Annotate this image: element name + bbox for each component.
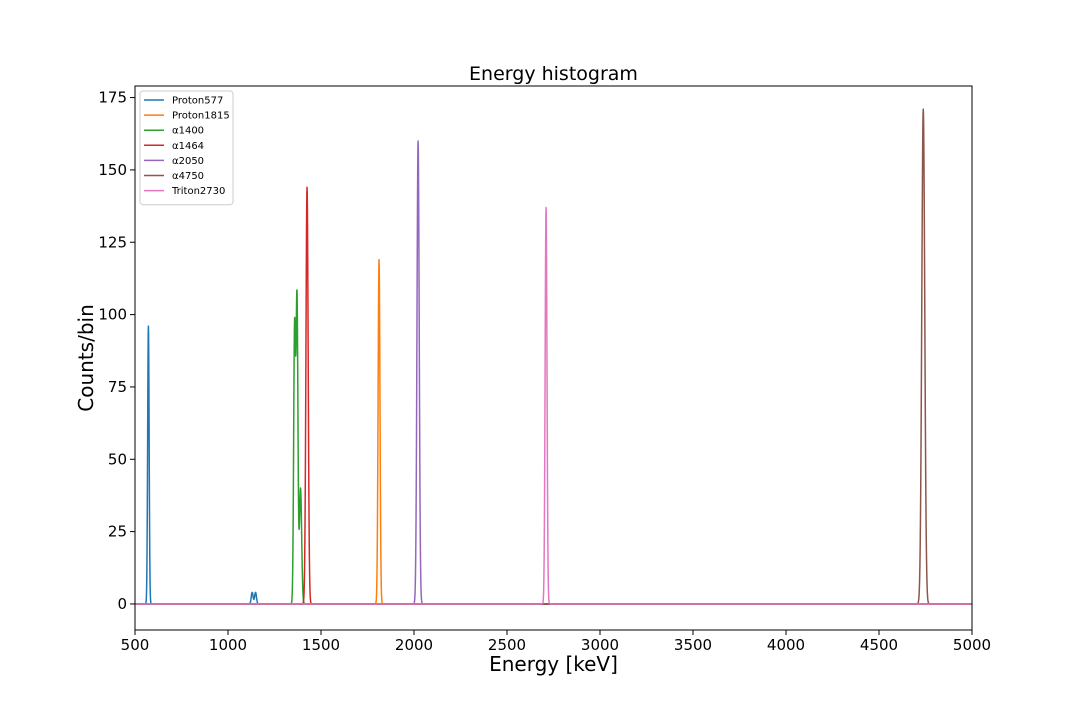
x-tick-label: 2500: [488, 636, 526, 654]
y-tick-label: 175: [98, 89, 127, 107]
chart-title: Energy histogram: [469, 63, 638, 85]
x-axis-label: Energy [keV]: [489, 652, 618, 676]
y-tick-label: 25: [108, 523, 127, 541]
series-line-6: [134, 206, 973, 605]
y-tick-label: 125: [98, 233, 127, 251]
x-tick-label: 3500: [674, 636, 712, 654]
y-tick-label: 75: [108, 378, 127, 396]
legend-label-3: α1464: [172, 141, 204, 152]
legend-label-5: α4750: [172, 171, 204, 182]
plot-lines: [134, 108, 973, 605]
x-tick-label: 3000: [581, 636, 619, 654]
legend-label-1: Proton1815: [172, 111, 230, 122]
y-tick-label: 150: [98, 161, 127, 179]
y-tick-label: 0: [117, 595, 127, 613]
legend-frame: [139, 90, 234, 206]
x-tick-label: 4500: [860, 636, 898, 654]
plot-frame: [134, 85, 973, 631]
x-axis: 500 1000 1500 2000 2500 3000 3500 4000 4500 5000: [121, 630, 991, 654]
y-tick-label: 100: [98, 306, 127, 324]
y-axis: 0 25 50 75 100 125 150 175: [98, 89, 135, 613]
x-tick-label: 500: [121, 636, 150, 654]
x-tick-label: 2000: [395, 636, 433, 654]
legend-label-2: α1400: [172, 126, 204, 137]
legend-label-4: α2050: [172, 156, 204, 167]
x-tick-label: 4000: [767, 636, 805, 654]
x-tick-label: 1500: [302, 636, 340, 654]
legend: Proton577 Proton1815 α1400 α1464 α2050 α4750 T…: [139, 90, 234, 206]
legend-label-6: Triton2730: [171, 186, 225, 197]
y-axis-label: Counts/bin: [74, 304, 98, 411]
legend-label-0: Proton577: [172, 96, 223, 107]
x-tick-label: 1000: [209, 636, 247, 654]
x-tick-label: 5000: [953, 636, 991, 654]
y-tick-label: 50: [108, 450, 127, 468]
